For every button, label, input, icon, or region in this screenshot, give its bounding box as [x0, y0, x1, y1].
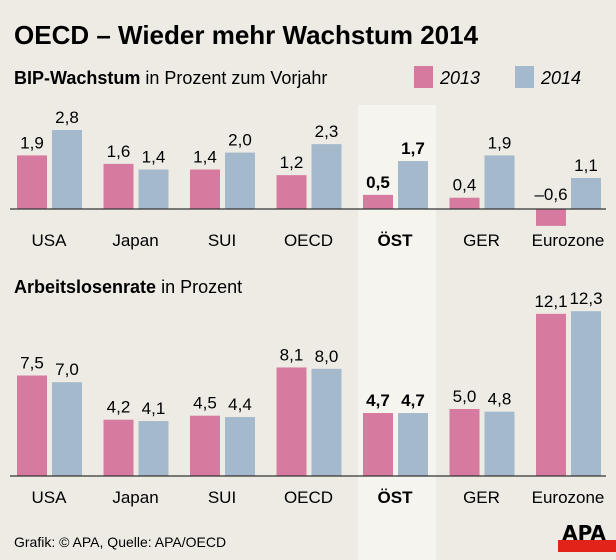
bar-2013-Japan: [103, 419, 134, 476]
bar-2014-Eurozone: [571, 177, 601, 209]
bar-2013-Eurozone: [536, 209, 566, 226]
legend-swatch-2014: [515, 66, 534, 88]
apa-logo-bar: [558, 540, 616, 552]
footer-source: Grafik: © APA, Quelle: APA/OECD: [14, 534, 226, 550]
chart-title-bold: BIP-Wachstum: [14, 68, 140, 88]
bar-2013-GER: [449, 409, 480, 476]
data-label: 1,7: [401, 139, 425, 158]
bar-2014-USA: [52, 130, 82, 209]
data-label: –0,6: [534, 185, 567, 204]
category-label: GER: [463, 488, 500, 507]
bar-2014-SUI: [225, 152, 255, 209]
data-label: 1,4: [193, 148, 217, 167]
bar-2014-Japan: [138, 421, 169, 476]
bar-2013-OECD: [276, 175, 307, 209]
category-label: Japan: [112, 231, 158, 250]
chart-title-rest: in Prozent: [156, 277, 242, 297]
data-label: 1,4: [142, 148, 166, 167]
category-label: USA: [32, 488, 68, 507]
chart-title-bold: Arbeitslosenrate: [14, 277, 156, 297]
bar-2014-ÖST: [398, 413, 428, 476]
chart-title-rest: in Prozent zum Vorjahr: [140, 68, 327, 88]
legend-label-2014: 2014: [540, 68, 581, 88]
category-label: Eurozone: [532, 231, 605, 250]
category-label: SUI: [208, 231, 236, 250]
chart-title-0: BIP-Wachstum in Prozent zum Vorjahr: [14, 68, 327, 88]
bar-2014-ÖST: [398, 161, 428, 209]
data-label: 4,5: [193, 394, 217, 413]
data-label: 12,1: [534, 292, 567, 311]
data-label: 7,5: [20, 354, 44, 373]
data-label: 4,4: [228, 395, 252, 414]
bar-2014-OECD: [311, 144, 342, 209]
category-label: GER: [463, 231, 500, 250]
category-label: OECD: [284, 488, 333, 507]
data-label: 8,0: [315, 347, 339, 366]
bar-2013-Eurozone: [536, 313, 566, 476]
bar-2013-SUI: [190, 415, 220, 476]
data-label: 4,8: [488, 390, 512, 409]
data-label: 2,0: [228, 131, 252, 150]
data-label: 2,3: [315, 122, 339, 141]
page-title: OECD – Wieder mehr Wachstum 2014: [14, 20, 479, 50]
category-label: USA: [32, 231, 68, 250]
data-label: 0,4: [453, 176, 477, 195]
data-label: 1,1: [574, 156, 598, 175]
data-label: 8,1: [280, 345, 304, 364]
legend: 2013 2014: [414, 66, 581, 88]
bar-2014-GER: [484, 411, 515, 476]
data-label: 4,7: [401, 391, 425, 410]
category-label: SUI: [208, 488, 236, 507]
data-label: 1,9: [20, 133, 44, 152]
bar-2014-USA: [52, 382, 82, 476]
bar-2013-OECD: [276, 367, 307, 476]
category-label: ÖST: [378, 231, 414, 250]
data-label: 4,1: [142, 399, 166, 418]
bar-2014-Eurozone: [571, 311, 601, 476]
bar-2014-SUI: [225, 417, 255, 476]
bar-2013-Japan: [103, 163, 134, 209]
data-label: 5,0: [453, 387, 477, 406]
legend-swatch-2013: [414, 66, 433, 88]
bar-2013-USA: [17, 375, 47, 476]
data-label: 4,2: [107, 398, 131, 417]
bar-2013-GER: [449, 197, 480, 209]
data-label: 1,9: [488, 133, 512, 152]
bar-2013-SUI: [190, 169, 220, 209]
apa-logo: APA: [558, 521, 616, 552]
category-label: ÖST: [378, 488, 414, 507]
data-label: 0,5: [366, 173, 390, 192]
data-label: 4,7: [366, 391, 390, 410]
chart-title-1: Arbeitslosenrate in Prozent: [14, 277, 242, 297]
bar-2014-Japan: [138, 169, 169, 209]
bar-2014-GER: [484, 155, 515, 209]
data-label: 7,0: [55, 360, 79, 379]
bar-2014-OECD: [311, 368, 342, 476]
data-label: 2,8: [55, 108, 79, 127]
data-label: 12,3: [569, 289, 602, 308]
category-label: Japan: [112, 488, 158, 507]
bar-2013-USA: [17, 155, 47, 209]
bar-2013-ÖST: [363, 413, 393, 476]
legend-label-2013: 2013: [439, 68, 480, 88]
data-label: 1,6: [107, 142, 131, 161]
data-label: 1,2: [280, 153, 304, 172]
category-label: OECD: [284, 231, 333, 250]
bar-2013-ÖST: [363, 194, 393, 209]
category-label: Eurozone: [532, 488, 605, 507]
